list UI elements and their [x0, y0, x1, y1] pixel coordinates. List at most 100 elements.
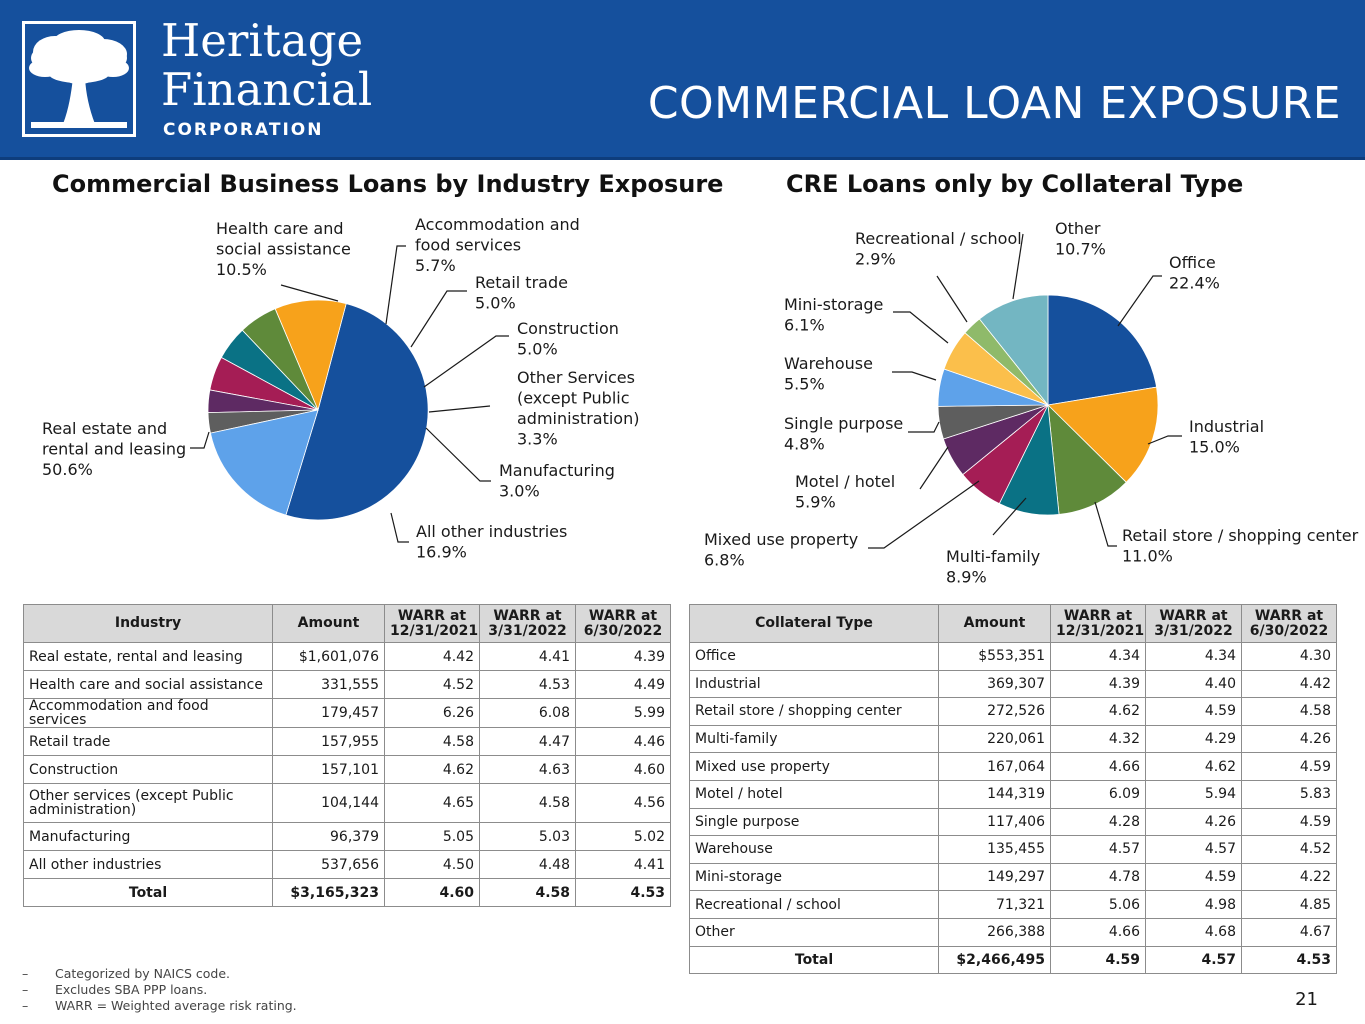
value-cell: 4.39 — [575, 642, 671, 671]
value-cell: 5.83 — [1241, 779, 1337, 809]
row-label-cell: Total — [689, 945, 939, 975]
slice-label-retail-store-shopping-center: Retail store / shopping center — [1122, 526, 1359, 545]
value-cell: 4.66 — [1050, 752, 1146, 781]
table-row: Motel / hotel 144,319 6.09 5.94 5.83 — [689, 779, 1337, 809]
value-cell: 4.56 — [575, 783, 671, 823]
slice-value-industrial: 15.0% — [1189, 438, 1240, 457]
header-banner: Heritage Financial CORPORATION COMMERCIA… — [0, 0, 1365, 160]
pie-slice-industrial — [1047, 386, 1159, 483]
value-cell: 4.62 — [384, 755, 480, 784]
leader-line-office — [1117, 275, 1162, 327]
table-row: Health care and social assistance 331,555… — [23, 670, 671, 699]
footnote-text: Excludes SBA PPP loans. — [55, 982, 208, 997]
value-cell: 4.67 — [1241, 917, 1337, 947]
value-cell: 4.59 — [1145, 697, 1242, 726]
slice-label-industrial: Industrial — [1189, 417, 1264, 436]
logo-corporation: CORPORATION — [163, 120, 324, 140]
slice-label-health-care-and-social-assistance: social assistance — [216, 240, 351, 259]
value-cell: 4.40 — [1145, 669, 1242, 699]
column-header-line: 12/31/2021 — [390, 622, 479, 639]
table-row: Real estate, rental and leasing $1,601,07… — [23, 642, 671, 671]
column-header: Collateral Type — [689, 604, 939, 643]
value-cell: 135,455 — [938, 835, 1051, 864]
column-header-line: 3/31/2022 — [488, 622, 567, 639]
value-cell: 4.46 — [575, 727, 671, 756]
footnote: – Categorized by NAICS code. — [22, 966, 297, 982]
column-header-line: 6/30/2022 — [583, 622, 663, 639]
row-label-cell: Accommodation and food services — [23, 698, 273, 728]
slice-value-mixed-use-property: 6.8% — [704, 551, 745, 570]
value-cell: 537,656 — [272, 850, 385, 879]
leader-line-all-other-industries — [390, 512, 409, 543]
footnotes: – Categorized by NAICS code. – Excludes SB… — [22, 966, 297, 1014]
leader-line-other-services-except-public-administration — [428, 405, 491, 413]
row-label-cell: Other — [689, 917, 939, 947]
value-cell: 6.08 — [479, 698, 576, 728]
table-row: Manufacturing 96,379 5.05 5.03 5.02 — [23, 822, 671, 851]
column-header: WARR at 12/31/2021 — [1050, 604, 1146, 643]
slice-value-real-estate-and-rental-and-leasing: 50.6% — [42, 460, 93, 479]
pie-slice-other — [978, 294, 1049, 407]
column-header-line: 3/31/2022 — [1154, 622, 1233, 639]
leader-line-retail-trade — [410, 290, 467, 348]
slice-value-motel-hotel: 5.9% — [795, 493, 836, 512]
pie-slice-office — [1047, 294, 1158, 406]
row-label-cell: Real estate, rental and leasing — [23, 642, 273, 671]
slice-label-other-services-except-public-administration: (except Public — [517, 389, 630, 408]
table-row: Other 266,388 4.66 4.68 4.67 — [689, 917, 1337, 947]
value-cell: 266,388 — [938, 917, 1051, 947]
leader-line-industrial — [1147, 435, 1182, 445]
column-header-line: 12/31/2021 — [1056, 622, 1145, 639]
value-cell: 167,064 — [938, 752, 1051, 781]
value-cell: 96,379 — [272, 822, 385, 851]
table-row: Retail store / shopping center 272,526 4.6… — [689, 697, 1337, 726]
value-cell: 4.58 — [479, 878, 576, 907]
value-cell: 4.59 — [1241, 752, 1337, 781]
logo-name-line1: Heritage — [161, 14, 364, 67]
column-header-line: 6/30/2022 — [1249, 622, 1329, 639]
pie-slice-real-estate-and-rental-and-leasing — [285, 303, 429, 521]
value-cell: 4.58 — [384, 727, 480, 756]
slice-value-single-purpose: 4.8% — [784, 435, 825, 454]
row-label-cell: Retail trade — [23, 727, 273, 756]
footnote: – Excludes SBA PPP loans. — [22, 982, 297, 998]
value-cell: 369,307 — [938, 669, 1051, 699]
value-cell: 220,061 — [938, 724, 1051, 754]
value-cell: $3,165,323 — [272, 878, 385, 907]
table-row: Construction 157,101 4.62 4.63 4.60 — [23, 755, 671, 784]
value-cell: 4.39 — [1050, 669, 1146, 699]
value-cell: 5.99 — [575, 698, 671, 728]
value-cell: 4.62 — [1145, 752, 1242, 781]
value-cell: 4.57 — [1145, 835, 1242, 864]
column-header: WARR at 6/30/2022 — [575, 604, 671, 643]
collateral-table: Collateral Type Amount WARR at 12/31/2021 WA… — [689, 604, 1337, 975]
pie-slice-all-other-industries — [209, 409, 319, 516]
slice-label-real-estate-and-rental-and-leasing: rental and leasing — [42, 440, 186, 459]
pie-slice-health-care-and-social-assistance — [274, 299, 347, 412]
value-cell: 331,555 — [272, 670, 385, 699]
column-header: WARR at 12/31/2021 — [384, 604, 480, 643]
row-label-cell: Multi-family — [689, 724, 939, 754]
value-cell: 4.57 — [1050, 835, 1146, 864]
footnote-text: WARR = Weighted average risk rating. — [55, 998, 297, 1013]
value-cell: 6.26 — [384, 698, 480, 728]
value-cell: 4.53 — [479, 670, 576, 699]
row-label-cell: Total — [23, 878, 273, 907]
value-cell: 4.59 — [1145, 862, 1242, 892]
value-cell: 4.62 — [1050, 697, 1146, 726]
footnote-dash: – — [22, 966, 29, 981]
row-label-cell: Retail store / shopping center — [689, 697, 939, 726]
column-header-line: WARR at — [1254, 607, 1324, 624]
value-cell: 272,526 — [938, 697, 1051, 726]
leader-line-retail-store-shopping-center — [1094, 501, 1117, 547]
slice-label-manufacturing: Manufacturing — [499, 461, 615, 480]
column-header-line: WARR at — [588, 607, 658, 624]
value-cell: 4.53 — [575, 878, 671, 907]
value-cell: 4.49 — [575, 670, 671, 699]
slice-value-retail-store-shopping-center: 11.0% — [1122, 547, 1173, 566]
value-cell: 4.32 — [1050, 724, 1146, 754]
slice-value-office: 22.4% — [1169, 274, 1220, 293]
value-cell: 4.59 — [1241, 807, 1337, 837]
table-row: Industrial 369,307 4.39 4.40 4.42 — [689, 669, 1337, 699]
